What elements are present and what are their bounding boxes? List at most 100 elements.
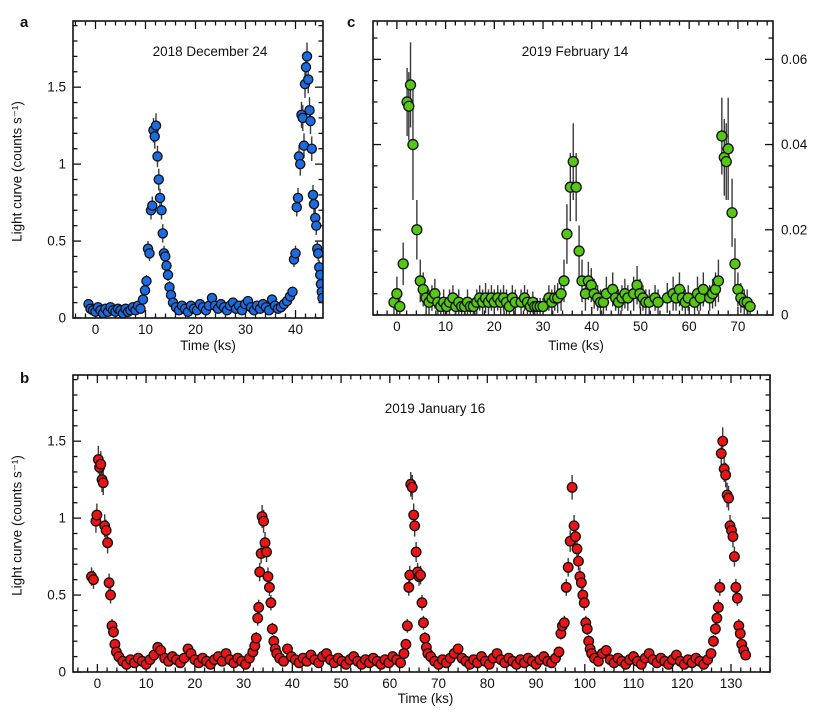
data-point: [416, 597, 428, 609]
data-point: [714, 581, 726, 593]
data-points: [388, 79, 756, 313]
data-point: [401, 620, 413, 632]
panel-b-title: 2019 January 16: [384, 401, 486, 416]
data-point: [261, 546, 272, 558]
data-point: [391, 288, 403, 300]
y-tick-label: 0: [58, 311, 66, 326]
panel-c-xaxis-label: Time (ks): [548, 338, 604, 353]
data-point: [578, 597, 590, 609]
data-point: [278, 655, 290, 667]
data-point: [308, 198, 320, 210]
data-point: [135, 303, 146, 315]
data-point: [103, 577, 115, 589]
data-point: [409, 520, 421, 532]
data-point: [398, 648, 410, 659]
data-point: [95, 458, 107, 470]
x-tick-label: 20: [187, 676, 202, 691]
data-point: [154, 192, 166, 204]
x-tick-label: 0: [94, 676, 102, 691]
data-point: [152, 151, 163, 162]
data-point: [307, 189, 319, 201]
error-bars: [393, 42, 751, 315]
y-tick-label: 0.5: [47, 234, 66, 249]
data-points: [83, 51, 324, 319]
data-point: [740, 649, 752, 661]
y-tick-label: 1: [58, 511, 66, 526]
data-point: [452, 643, 464, 655]
data-point: [553, 646, 565, 658]
data-point: [252, 612, 264, 624]
data-point: [150, 120, 162, 131]
data-point: [708, 635, 719, 647]
data-point: [141, 275, 152, 287]
data-point: [406, 481, 418, 493]
data-point: [254, 566, 266, 578]
data-point: [723, 492, 735, 504]
y-tick-label: 1.5: [47, 434, 66, 449]
data-point: [153, 174, 164, 185]
y-tick-label: 0.06: [781, 52, 807, 67]
x-tick-label: 70: [431, 676, 446, 691]
data-point: [728, 551, 740, 563]
data-point: [558, 617, 570, 629]
x-tick-label: 50: [334, 676, 349, 691]
x-tick-label: 90: [529, 676, 544, 691]
data-point: [157, 228, 168, 239]
panel-a-yaxis-label: Light curve (counts s⁻¹): [9, 101, 25, 242]
x-tick-label: 40: [285, 676, 300, 691]
x-tick-label: 20: [487, 319, 502, 334]
data-point: [417, 617, 429, 629]
data-point: [573, 245, 585, 257]
y-tick-label: 0.04: [781, 137, 808, 152]
data-point: [149, 131, 160, 142]
data-point: [537, 300, 549, 313]
data-point: [144, 248, 155, 259]
data-point: [266, 623, 278, 635]
panel-b-xaxis-label: Time (ks): [397, 691, 454, 706]
error-bars: [87, 42, 324, 316]
data-point: [568, 520, 580, 532]
tick-labels: 0 10 20 30 40 50 60 70 80 90 100 110 120 130 0 0.5 1 1.5: [47, 434, 742, 691]
x-tick-label: 20: [188, 322, 203, 337]
data-point: [310, 220, 322, 231]
data-point: [575, 577, 587, 589]
data-point: [734, 628, 746, 639]
tick-labels: 0 10 20 30 40 0 0.5 1 1.5: [47, 80, 303, 337]
data-point: [562, 561, 574, 573]
data-point: [312, 248, 324, 259]
data-point: [137, 294, 149, 305]
x-tick-label: 80: [480, 676, 495, 691]
data-point: [403, 581, 415, 593]
x-tick-label: 30: [238, 322, 253, 337]
data-point: [567, 155, 579, 168]
x-tick-label: 0: [393, 319, 401, 334]
panel-a-xaxis-label: Time (ks): [180, 338, 236, 353]
data-point: [404, 79, 417, 91]
data-point: [291, 201, 302, 213]
data-point: [88, 574, 99, 586]
y-tick-label: 1.5: [47, 80, 66, 95]
data-point: [102, 537, 114, 549]
plot-frame: [72, 20, 324, 319]
data-point: [287, 286, 298, 298]
data-point: [263, 581, 275, 593]
panel-a-title: 2018 December 24: [152, 44, 268, 59]
axis-ticks: [73, 21, 323, 319]
data-point: [91, 509, 103, 521]
data-point: [292, 192, 304, 204]
data-point: [560, 581, 572, 593]
data-point: [408, 509, 420, 521]
data-point: [729, 258, 741, 270]
data-point: [105, 589, 116, 601]
panel-label-c: c: [347, 14, 356, 31]
data-point: [395, 657, 406, 669]
data-point: [259, 537, 271, 549]
data-point: [572, 555, 584, 567]
data-point: [407, 138, 419, 151]
data-point: [161, 260, 172, 271]
data-point: [108, 626, 119, 638]
data-point: [290, 248, 301, 259]
panel-c-title: 2019 February 14: [521, 44, 629, 59]
y-tick-label: 0: [781, 308, 789, 323]
